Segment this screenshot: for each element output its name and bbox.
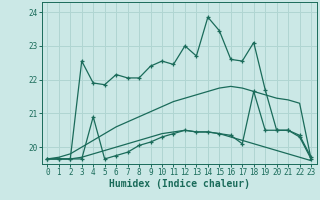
X-axis label: Humidex (Indice chaleur): Humidex (Indice chaleur) [109,179,250,189]
